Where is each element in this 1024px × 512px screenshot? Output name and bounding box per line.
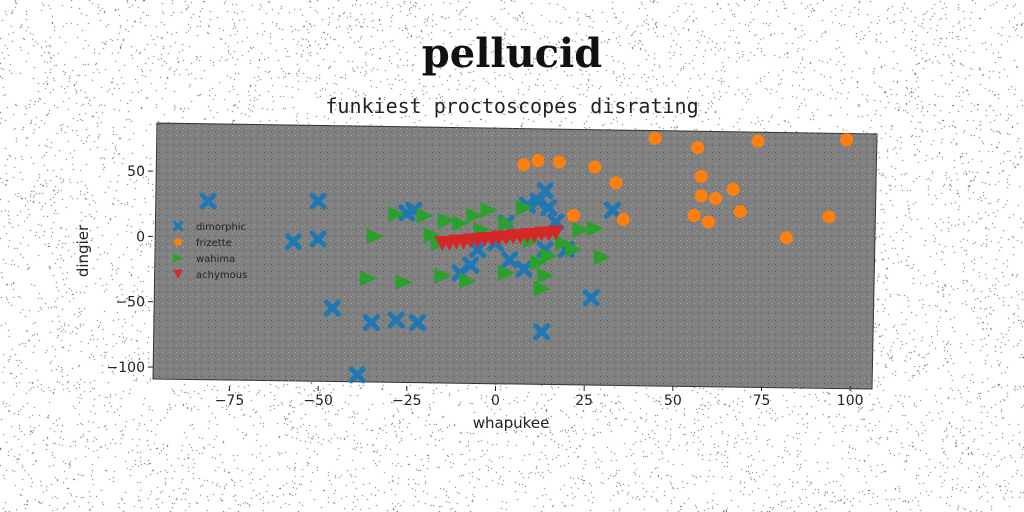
x-tick-label: 25 (575, 393, 593, 409)
legend-marker (174, 238, 182, 246)
frizette-point (691, 141, 705, 155)
wahima-point (565, 241, 583, 258)
x-tick-label: 50 (664, 393, 682, 409)
wahima-point (593, 249, 611, 266)
dimorphic-point (309, 230, 327, 248)
achymous-point (547, 225, 564, 241)
series-wahima (359, 199, 611, 297)
wahima-point (452, 215, 470, 232)
frizette-point (726, 182, 740, 196)
legend-label: dimorphic (196, 222, 246, 233)
legend-marker (172, 220, 184, 232)
legend-item: dimorphic (172, 220, 246, 233)
legend-label: wahima (196, 254, 235, 265)
dimorphic-point (199, 192, 217, 210)
x-tick-label: 75 (753, 393, 771, 409)
dimorphic-point (540, 199, 558, 217)
legend-label: frizette (196, 238, 232, 249)
x-tick-label: −50 (303, 393, 333, 409)
frizette-point (751, 134, 765, 148)
y-tick-label: 0 (136, 229, 145, 245)
x-tick-label: −75 (215, 393, 245, 409)
x-tick-label: 0 (491, 393, 500, 409)
frizette-point (694, 169, 708, 183)
wahima-point (498, 215, 516, 232)
wahima-point (366, 228, 384, 245)
frizette-point (694, 189, 708, 203)
wahima-point (572, 221, 590, 238)
wahima-point (554, 234, 572, 251)
wahima-point (540, 248, 558, 264)
wahima-point (466, 207, 484, 224)
wahima-point (480, 202, 498, 219)
frizette-point (552, 155, 566, 169)
dimorphic-point (501, 251, 519, 269)
x-axis-label: whapukee (473, 414, 550, 432)
frizette-point (822, 210, 836, 224)
x-tick-label: −25 (392, 393, 422, 409)
dimorphic-point (387, 311, 405, 329)
dimorphic-point (309, 192, 327, 210)
wahima-point (434, 267, 452, 284)
wahima-point (515, 199, 533, 216)
legend-item: wahima (173, 253, 235, 265)
frizette-point (701, 215, 715, 229)
wahima-point (423, 227, 441, 244)
dimorphic-point (348, 366, 366, 384)
wahima-point (533, 280, 551, 297)
y-tick-label: −50 (115, 295, 145, 311)
frizette-point (648, 131, 662, 145)
frizette-point (609, 176, 623, 190)
frizette-point (517, 158, 531, 172)
legend-item: frizette (174, 238, 232, 249)
dimorphic-point (469, 240, 487, 258)
wahima-point (459, 272, 477, 289)
y-tick-label: −100 (107, 360, 145, 376)
x-tick-label: 100 (837, 393, 864, 409)
legend-marker (173, 269, 183, 279)
legend-marker (173, 253, 184, 263)
dimorphic-point (362, 314, 380, 332)
dimorphic-point (284, 233, 302, 251)
wahima-point (388, 206, 406, 223)
legend-item: achymous (173, 269, 247, 281)
wahima-point (586, 220, 604, 237)
legend-label: achymous (196, 270, 247, 281)
dimorphic-point (408, 314, 426, 332)
frizette-point (531, 154, 545, 168)
dimorphic-point (323, 299, 341, 317)
frizette-point (779, 231, 793, 245)
frizette-point (840, 133, 854, 147)
frizette-point (687, 209, 701, 223)
wahima-point (359, 270, 377, 287)
dimorphic-point (582, 289, 600, 307)
chart-subtitle: funkiest proctoscopes disrating (325, 94, 699, 118)
frizette-point (708, 192, 722, 206)
series-frizette (517, 131, 854, 245)
dimorphic-point (462, 256, 480, 274)
wahima-point (416, 207, 434, 224)
frizette-point (616, 212, 630, 226)
frizette-point (567, 209, 581, 223)
wahima-point (395, 274, 413, 291)
frizette-point (588, 160, 602, 174)
dimorphic-point (604, 201, 622, 219)
wahima-point (530, 254, 548, 271)
legend: dimorphic frizette wahima achymous (172, 220, 247, 281)
wahima-point (537, 267, 555, 284)
wahima-point (437, 212, 455, 229)
series-achymous (434, 225, 564, 251)
y-axis: 50 0 −50 −100 (107, 164, 153, 376)
x-axis: −75 −50 −25 0 25 50 75 100 (215, 386, 864, 409)
chart-title: pellucid (421, 30, 603, 77)
frizette-point (733, 205, 747, 219)
series-marks (199, 131, 854, 384)
wahima-point (498, 264, 516, 281)
y-axis-label: dingier (74, 224, 92, 277)
dimorphic-point (536, 182, 554, 200)
dimorphic-point (533, 323, 551, 341)
dimorphic-point (515, 260, 533, 278)
y-tick-label: 50 (127, 164, 145, 180)
